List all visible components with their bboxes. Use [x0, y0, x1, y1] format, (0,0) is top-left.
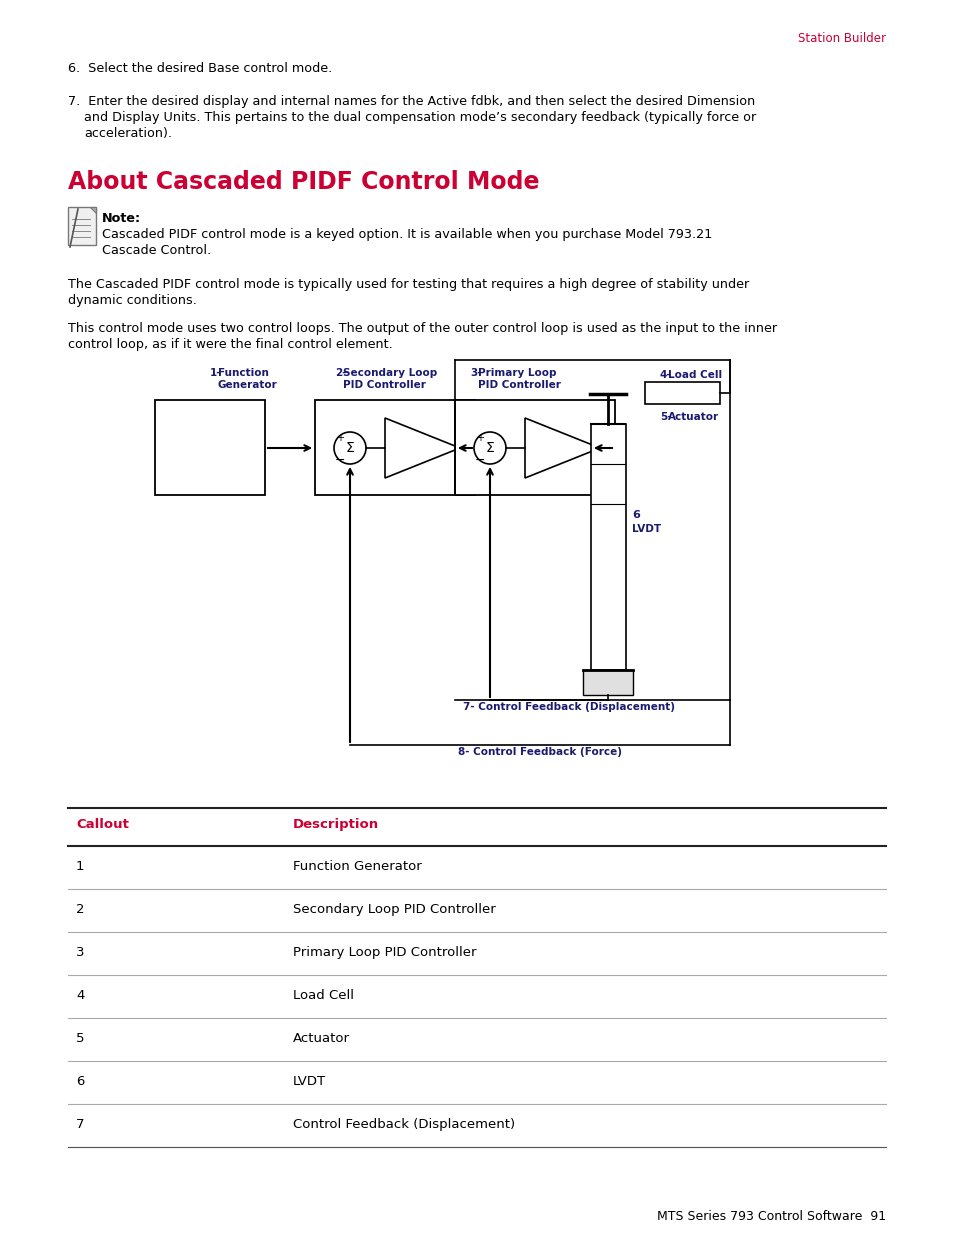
Bar [590, 424, 625, 671]
Bar [455, 400, 615, 495]
Text: Callout: Callout [76, 818, 129, 831]
Bar [582, 671, 633, 695]
Text: Station Builder: Station Builder [797, 32, 885, 44]
Text: acceleration).: acceleration). [84, 127, 172, 140]
Text: Primary Loop: Primary Loop [477, 368, 556, 378]
Text: +: + [476, 433, 483, 443]
Text: 2: 2 [76, 903, 85, 916]
Polygon shape [90, 207, 96, 212]
Text: Σ: Σ [485, 441, 494, 454]
Text: MTS Series 793 Control Software  91: MTS Series 793 Control Software 91 [657, 1210, 885, 1223]
Text: 6.  Select the desired Base control mode.: 6. Select the desired Base control mode. [68, 62, 332, 75]
Text: 7- Control Feedback (Displacement): 7- Control Feedback (Displacement) [462, 701, 675, 713]
Text: Description: Description [293, 818, 378, 831]
Bar [154, 400, 265, 495]
Text: 3-: 3- [470, 368, 481, 378]
Bar [314, 400, 475, 495]
Text: −: − [335, 453, 345, 467]
Text: LVDT: LVDT [293, 1074, 326, 1088]
Text: Control Feedback (Displacement): Control Feedback (Displacement) [293, 1118, 515, 1131]
Text: 3: 3 [76, 946, 85, 960]
Text: About Cascaded PIDF Control Mode: About Cascaded PIDF Control Mode [68, 170, 539, 194]
Text: Function Generator: Function Generator [293, 860, 421, 873]
Text: control loop, as if it were the final control element.: control loop, as if it were the final co… [68, 338, 393, 351]
Text: Cascaded PIDF control mode is a keyed option. It is available when you purchase : Cascaded PIDF control mode is a keyed op… [102, 228, 712, 241]
Text: PID Controller: PID Controller [343, 380, 425, 390]
Text: 2-: 2- [335, 368, 346, 378]
Text: Σ: Σ [345, 441, 354, 454]
Text: Function: Function [218, 368, 269, 378]
Text: Generator: Generator [218, 380, 277, 390]
Text: 7.  Enter the desired display and internal names for the Active fdbk, and then s: 7. Enter the desired display and interna… [68, 95, 755, 107]
Text: dynamic conditions.: dynamic conditions. [68, 294, 196, 308]
Text: 7: 7 [76, 1118, 85, 1131]
Text: Secondary Loop PID Controller: Secondary Loop PID Controller [293, 903, 496, 916]
Text: and Display Units. This pertains to the dual compensation mode’s secondary feedb: and Display Units. This pertains to the … [84, 111, 756, 124]
Text: 1-: 1- [210, 368, 221, 378]
Text: 6: 6 [76, 1074, 84, 1088]
Bar [644, 382, 720, 404]
Text: 4: 4 [76, 989, 84, 1002]
Text: Actuator: Actuator [667, 412, 719, 422]
Text: Actuator: Actuator [293, 1032, 350, 1045]
Text: The Cascaded PIDF control mode is typically used for testing that requires a hig: The Cascaded PIDF control mode is typica… [68, 278, 748, 291]
Text: Load Cell: Load Cell [667, 370, 721, 380]
Text: Primary Loop PID Controller: Primary Loop PID Controller [293, 946, 476, 960]
Text: Cascade Control.: Cascade Control. [102, 245, 211, 257]
Text: 8- Control Feedback (Force): 8- Control Feedback (Force) [457, 747, 621, 757]
Text: 1: 1 [76, 860, 85, 873]
Text: 4-: 4- [659, 370, 671, 380]
Text: PID Controller: PID Controller [477, 380, 560, 390]
Text: Load Cell: Load Cell [293, 989, 354, 1002]
Text: 5-: 5- [659, 412, 671, 422]
Bar [68, 207, 96, 245]
Text: This control mode uses two control loops. The output of the outer control loop i: This control mode uses two control loops… [68, 322, 777, 335]
Text: 6: 6 [631, 510, 639, 520]
Text: −: − [475, 453, 485, 467]
Text: Note:: Note: [102, 212, 141, 225]
Text: Secondary Loop: Secondary Loop [343, 368, 436, 378]
Text: LVDT: LVDT [631, 524, 660, 534]
Text: +: + [335, 433, 344, 443]
Text: 5: 5 [76, 1032, 85, 1045]
